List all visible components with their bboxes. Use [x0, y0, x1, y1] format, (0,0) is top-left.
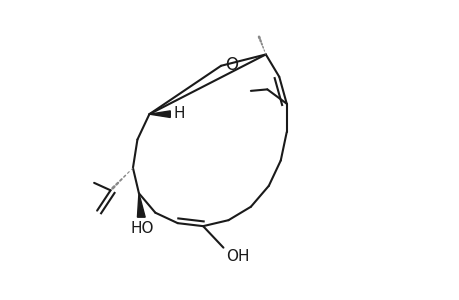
Polygon shape [137, 193, 145, 217]
Polygon shape [149, 111, 170, 118]
Text: HO: HO [130, 221, 153, 236]
Text: H: H [174, 106, 185, 122]
Text: OH: OH [225, 249, 249, 264]
Text: O: O [224, 56, 237, 74]
